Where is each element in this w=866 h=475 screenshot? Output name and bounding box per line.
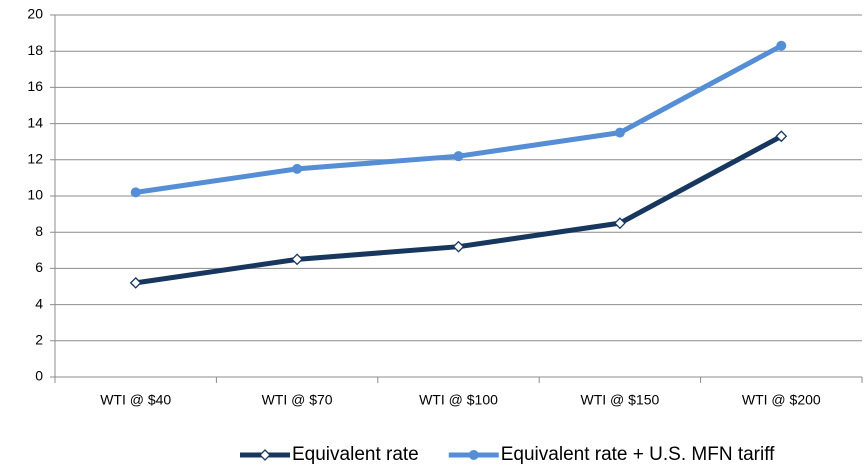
y-tick-label: 0 bbox=[35, 368, 43, 384]
data-point bbox=[776, 40, 787, 51]
legend-label: Equivalent rate bbox=[292, 444, 419, 465]
data-point bbox=[453, 151, 464, 162]
x-tick-label: WTI @ $70 bbox=[262, 392, 333, 408]
data-point bbox=[129, 276, 142, 289]
legend-marker bbox=[259, 449, 271, 461]
x-tick-label: WTI @ $200 bbox=[742, 392, 821, 408]
x-tick-label: WTI @ $100 bbox=[419, 392, 498, 408]
y-tick-label: 8 bbox=[35, 223, 43, 239]
legend-marker bbox=[468, 450, 479, 460]
y-tick-label: 10 bbox=[27, 187, 43, 203]
data-point bbox=[614, 127, 625, 138]
data-point bbox=[452, 240, 465, 253]
y-tick-label: 4 bbox=[35, 295, 43, 311]
y-tick-label: 6 bbox=[35, 259, 43, 275]
data-point bbox=[613, 217, 626, 230]
x-tick-label: WTI @ $150 bbox=[581, 392, 660, 408]
y-tick-label: 20 bbox=[27, 6, 43, 22]
legend-label: Equivalent rate + U.S. MFN tariff bbox=[501, 444, 775, 465]
y-tick-label: 16 bbox=[27, 78, 43, 94]
y-tick-label: 12 bbox=[27, 151, 43, 167]
y-tick-label: 2 bbox=[35, 332, 43, 348]
x-tick-label: WTI @ $40 bbox=[100, 392, 171, 408]
data-point bbox=[291, 253, 304, 266]
y-tick-label: 18 bbox=[27, 42, 43, 58]
y-tick-label: 14 bbox=[27, 114, 43, 130]
data-point bbox=[292, 163, 303, 174]
series-line bbox=[135, 43, 783, 195]
data-point bbox=[130, 187, 141, 198]
data-point bbox=[775, 130, 788, 143]
